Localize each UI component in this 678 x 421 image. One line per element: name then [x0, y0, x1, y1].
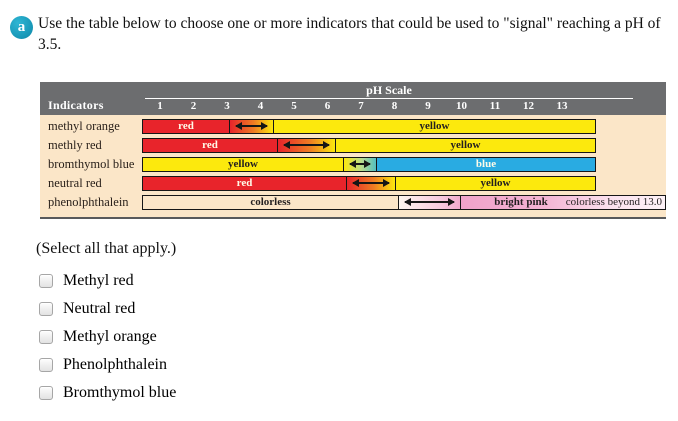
- option-label: Neutral red: [63, 300, 136, 317]
- bright-pink-label: bright pink: [494, 196, 548, 208]
- ph-scale-axis-line: [145, 98, 633, 99]
- option-label: Bromthymol blue: [63, 384, 177, 401]
- transition-segment: [346, 177, 396, 190]
- option-row-methyl-orange[interactable]: Methyl orange: [39, 328, 176, 345]
- indicator-name: methly red: [48, 138, 102, 152]
- option-row-phenolphthalein[interactable]: Phenolphthalein: [39, 356, 176, 373]
- question-part-badge: a: [10, 16, 33, 39]
- option-checkbox-neutral-red[interactable]: [39, 302, 53, 316]
- indicator-name: methyl orange: [48, 119, 120, 133]
- answer-options: Methyl red Neutral red Methyl orange Phe…: [39, 272, 177, 413]
- transition-arrow-icon: [349, 160, 371, 168]
- indicator-name: bromthymol blue: [48, 157, 135, 171]
- ph-scale-title: pH Scale: [366, 83, 412, 97]
- ph-tick: 13: [556, 100, 568, 112]
- transition-arrow-icon: [404, 198, 455, 206]
- ph-tick: 9: [425, 100, 431, 112]
- acid-color-segment: colorless: [143, 196, 398, 209]
- ph-tick: 1: [157, 100, 163, 112]
- option-checkbox-methyl-orange[interactable]: [39, 330, 53, 344]
- option-label: Methyl red: [63, 272, 134, 289]
- ph-tick: 5: [291, 100, 297, 112]
- indicator-bar: colorless bright pink colorless beyond 1…: [142, 195, 666, 210]
- select-all-note: (Select all that apply.): [36, 240, 177, 257]
- base-color-segment: yellow: [274, 120, 595, 133]
- transition-segment: [398, 196, 461, 209]
- transition-arrow-icon: [235, 122, 268, 130]
- option-checkbox-bromthymol-blue[interactable]: [39, 386, 53, 400]
- indicator-table: Indicators pH Scale 1 2 3 4 5 6 7 8 9 10…: [40, 82, 666, 219]
- ph-scale-ticks: 1 2 3 4 5 6 7 8 9 10 11 12 13: [150, 100, 572, 112]
- transition-arrow-icon: [283, 141, 330, 149]
- ph-tick: 11: [489, 100, 501, 112]
- acid-color-segment: red: [143, 120, 229, 133]
- base-color-segment: yellow: [396, 177, 595, 190]
- indicator-bar: red yellow: [142, 119, 596, 134]
- ph-tick: 10: [456, 100, 467, 112]
- table-body: methyl orange red yellow methly red: [40, 115, 666, 215]
- indicator-bar: yellow blue: [142, 157, 596, 172]
- acid-color-segment: yellow: [143, 158, 343, 171]
- acid-color-segment: red: [143, 139, 277, 152]
- table-header: Indicators pH Scale 1 2 3 4 5 6 7 8 9 10…: [40, 82, 666, 115]
- base-color-segment: bright pink colorless beyond 13.0: [461, 196, 665, 209]
- transition-segment: [229, 120, 274, 133]
- base-color-segment: yellow: [336, 139, 595, 152]
- option-checkbox-methyl-red[interactable]: [39, 274, 53, 288]
- transition-segment: [343, 158, 377, 171]
- option-label: Phenolphthalein: [63, 356, 167, 373]
- ph-tick: 4: [257, 100, 264, 112]
- option-checkbox-phenolphthalein[interactable]: [39, 358, 53, 372]
- acid-color-segment: red: [143, 177, 346, 190]
- option-row-methyl-red[interactable]: Methyl red: [39, 272, 176, 289]
- indicator-bar: red yellow: [142, 176, 596, 191]
- ph-tick: 3: [224, 100, 230, 112]
- indicator-name: phenolphthalein: [48, 195, 129, 209]
- ph-tick: 7: [358, 100, 364, 112]
- ph-tick: 6: [324, 100, 331, 112]
- ph-tick: 8: [391, 100, 398, 112]
- indicator-bar: red yellow: [142, 138, 596, 153]
- ph-tick: 12: [523, 100, 534, 112]
- option-row-neutral-red[interactable]: Neutral red: [39, 300, 176, 317]
- question-text: Use the table below to choose one or mor…: [38, 15, 661, 53]
- option-label: Methyl orange: [63, 328, 157, 345]
- indicator-name: neutral red: [48, 176, 102, 190]
- base-color-segment: blue: [377, 158, 595, 171]
- option-row-bromthymol-blue[interactable]: Bromthymol blue: [39, 384, 177, 401]
- ph-tick: 2: [190, 100, 197, 112]
- indicators-column-header: Indicators: [48, 98, 104, 112]
- transition-segment: [277, 139, 336, 152]
- colorless-beyond-label: colorless beyond 13.0: [565, 196, 662, 208]
- transition-arrow-icon: [352, 179, 390, 187]
